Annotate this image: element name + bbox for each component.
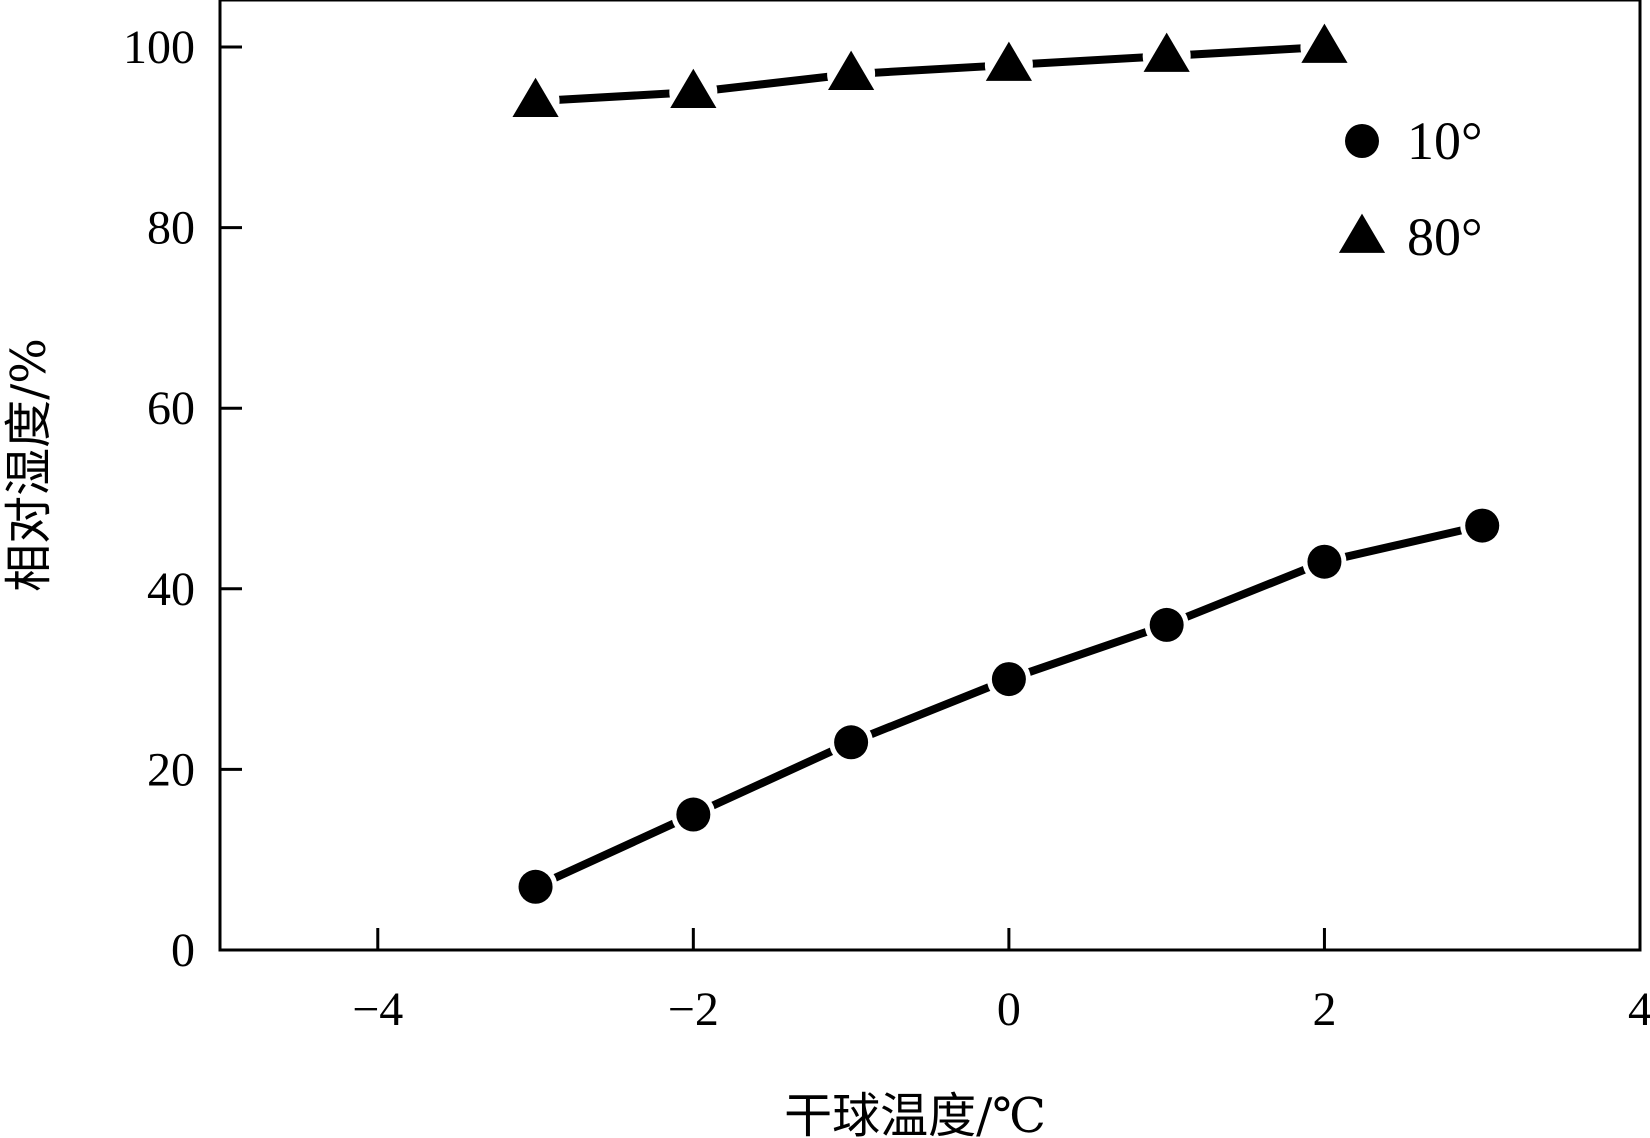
x-axis-ticks: −4 −2 0 2 4 (352, 928, 1650, 1036)
data-point (1143, 32, 1190, 72)
series-line (535, 43, 1325, 106)
x-tick-label: −4 (352, 983, 403, 1036)
series-layer (511, 23, 1505, 909)
legend-item: 10° (1345, 111, 1483, 171)
plot-frame (218, 0, 1642, 952)
x-tick-label: 0 (997, 983, 1021, 1036)
series-line (533, 521, 1484, 891)
data-point (1307, 544, 1342, 579)
y-tick-label: 0 (171, 924, 195, 977)
legend-marker (1345, 124, 1379, 158)
x-tick-label: −2 (668, 983, 719, 1036)
data-point (518, 869, 553, 904)
legend-label: 80° (1407, 207, 1483, 267)
data-point (834, 725, 869, 760)
data-point (676, 797, 711, 832)
legend-marker (1338, 213, 1386, 253)
legend: 10° 80° (1338, 111, 1483, 267)
y-tick-label: 20 (147, 743, 195, 796)
data-point (670, 68, 717, 109)
legend-item: 80° (1338, 207, 1483, 267)
data-point (991, 662, 1026, 697)
x-tick-label: 4 (1628, 983, 1650, 1036)
data-point (1301, 23, 1348, 63)
y-tick-label: 40 (147, 563, 195, 616)
data-point (985, 41, 1032, 81)
data-point (512, 77, 559, 118)
y-axis-title: 相对湿度/% (1, 338, 57, 592)
y-tick-label: 80 (147, 202, 195, 255)
y-axis-ticks: 0 20 40 60 80 100 (123, 21, 242, 977)
series-circle (513, 503, 1505, 909)
y-tick-label: 60 (147, 382, 195, 435)
data-point (828, 50, 875, 90)
series-triangle (511, 23, 1349, 126)
legend-label: 10° (1407, 111, 1483, 171)
x-tick-label: 2 (1312, 983, 1336, 1036)
data-point (1149, 607, 1184, 642)
y-tick-label: 100 (123, 21, 195, 74)
data-point (1465, 508, 1500, 543)
x-axis-title: 干球温度/℃ (784, 1088, 1046, 1138)
